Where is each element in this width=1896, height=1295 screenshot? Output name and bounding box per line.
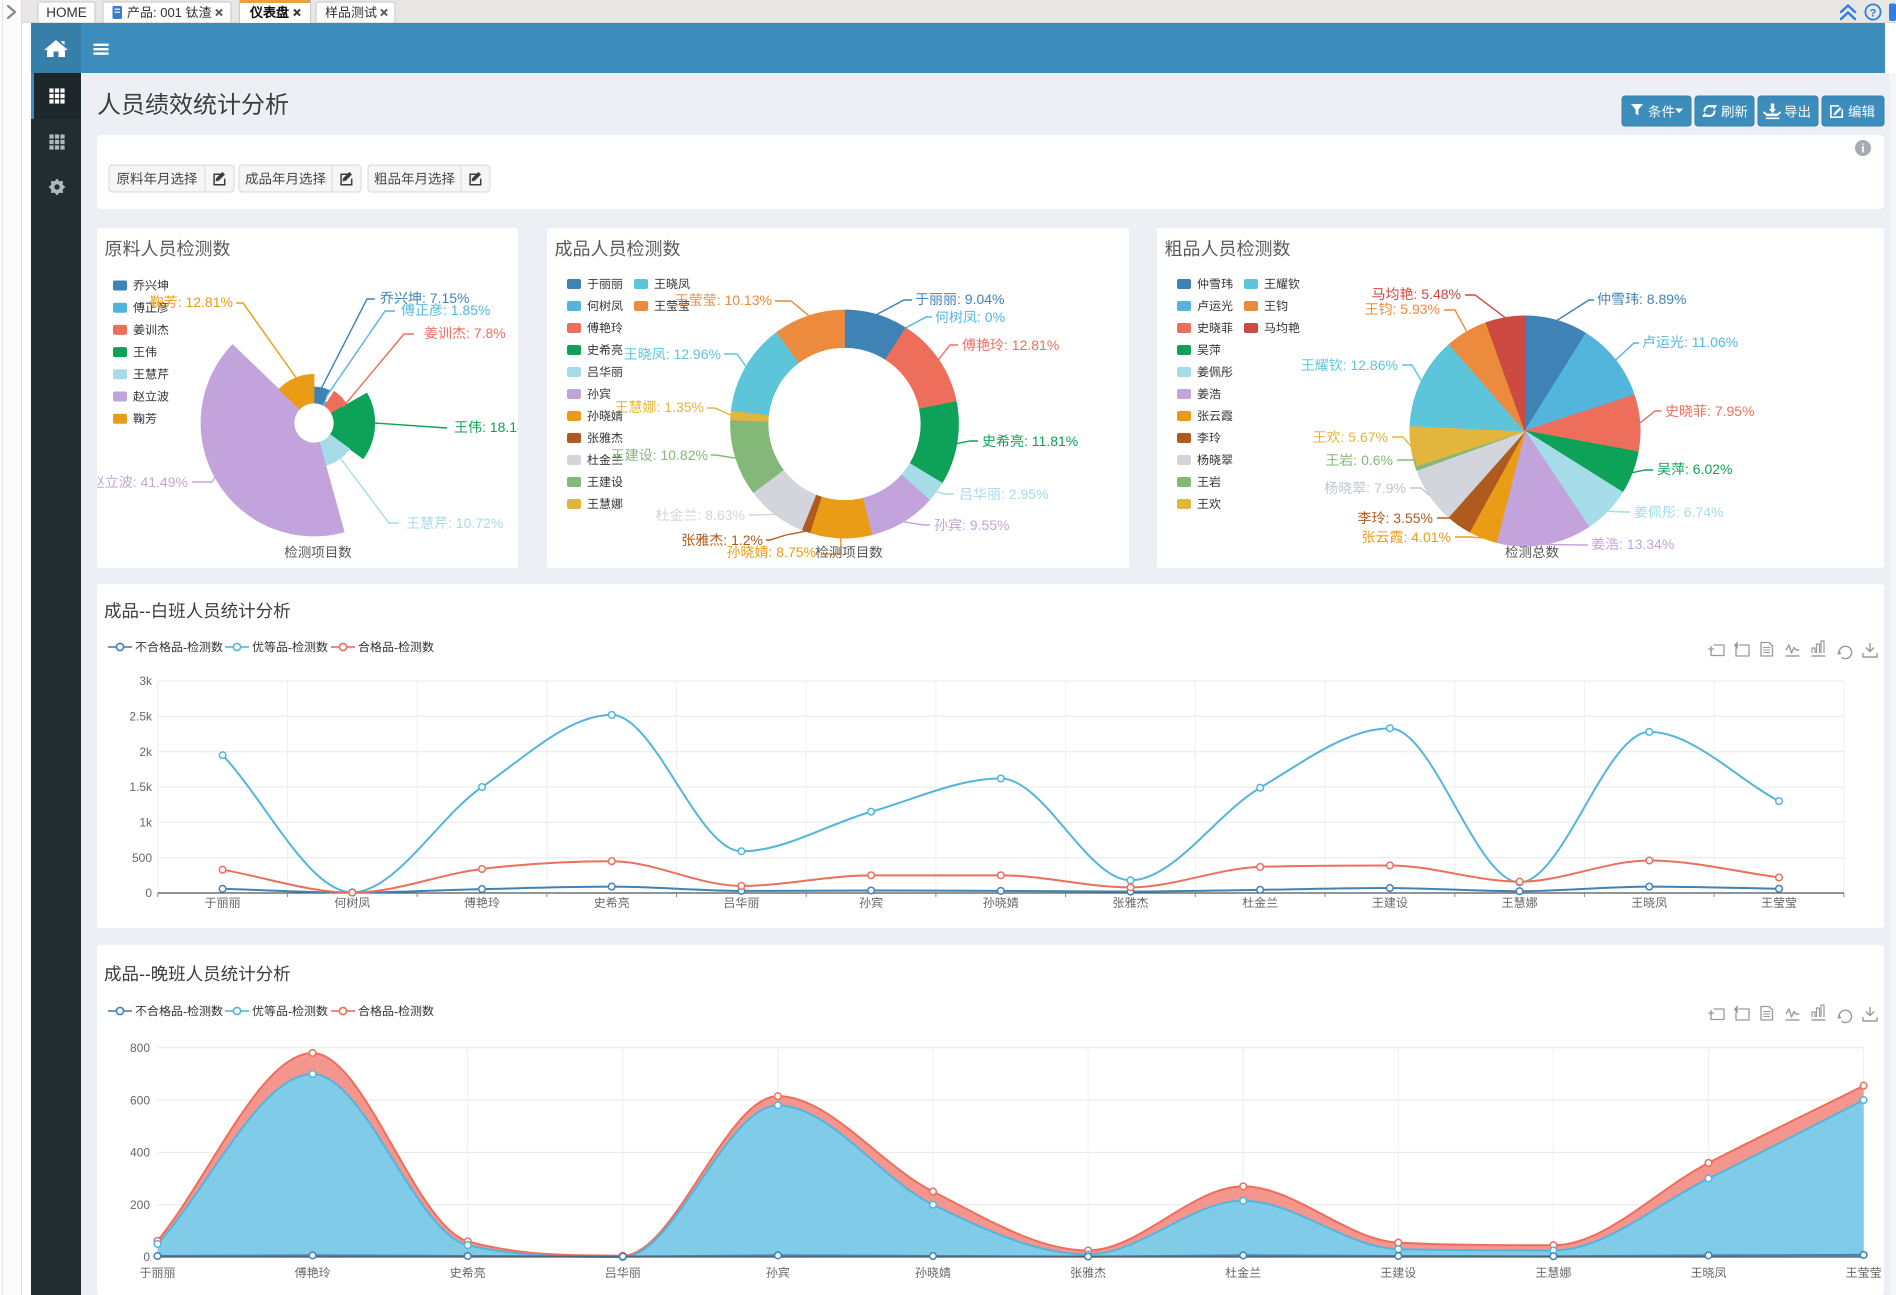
svg-text:800: 800 [130,1041,150,1055]
svg-text:-: - [394,1004,398,1018]
svg-text:: 41.49%: : 41.49% [133,474,188,490]
svg-text:: 3.55%: : 3.55% [1386,510,1433,526]
svg-text:: 001: : 001 [153,5,182,20]
svg-text:: 1.35%: : 1.35% [657,399,704,415]
svg-text:: 0.6%: : 0.6% [1353,452,1393,468]
svg-text:: 8.63%: : 8.63% [698,507,745,523]
svg-text:500: 500 [132,851,152,865]
svg-text:: 7.15%: : 7.15% [422,290,469,306]
svg-text:: 9.04%: : 9.04% [957,291,1004,307]
svg-text:200: 200 [130,1198,150,1212]
svg-text:: 7.9%: : 7.9% [1366,480,1406,496]
svg-text:-: - [288,640,292,654]
svg-text:: 10.82%: : 10.82% [653,447,708,463]
svg-text:: 12.86%: : 12.86% [1343,357,1398,373]
svg-text:: 11.81%: : 11.81% [1024,433,1078,449]
svg-text:-: - [183,1004,187,1018]
svg-text:-: - [183,640,187,654]
svg-text:--: -- [139,601,151,621]
svg-text:i: i [1861,143,1864,155]
svg-text:: 1.85%: : 1.85% [443,302,490,318]
svg-text:: 8.89%: : 8.89% [1639,291,1686,307]
svg-text:: 11.06%: : 11.06% [1684,334,1738,350]
svg-text:-: - [288,1004,292,1018]
svg-text:HOME: HOME [46,5,87,20]
svg-text:2k: 2k [139,745,153,759]
svg-text:: 5.67%: : 5.67% [1341,429,1388,445]
svg-text:: 18.18%: : 18.18% [482,419,537,435]
svg-text:: 13.34%: : 13.34% [1619,536,1674,552]
svg-text:: 6.02%: : 6.02% [1685,461,1732,477]
svg-text:2.5k: 2.5k [129,710,153,724]
svg-text:0: 0 [143,1250,150,1264]
svg-text:0: 0 [145,886,152,900]
svg-text:600: 600 [130,1093,150,1107]
svg-text:: 1.2%: : 1.2% [723,532,763,548]
svg-text:: 0%: : 0% [977,309,1005,325]
svg-text:--: -- [139,964,151,984]
svg-text:-: - [394,640,398,654]
svg-text:400: 400 [130,1146,150,1160]
svg-text:?: ? [1870,8,1877,20]
svg-text:: 6.74%: : 6.74% [1676,504,1723,520]
svg-text:: 10.13%: : 10.13% [717,292,772,308]
svg-text:: 5.93%: : 5.93% [1393,301,1440,317]
svg-text:: 12.96%: : 12.96% [666,346,721,362]
svg-text:: 9.55%: : 9.55% [962,517,1009,533]
svg-text:: 2.95%: : 2.95% [1001,486,1048,502]
svg-text:: 8.75%: : 8.75% [769,544,816,560]
svg-text:: 10.72%: : 10.72% [448,515,503,531]
svg-text:: 4.01%: : 4.01% [1404,529,1451,545]
svg-text:1.5k: 1.5k [129,780,153,794]
svg-text:: 7.95%: : 7.95% [1707,403,1754,419]
svg-text:: 12.81%: : 12.81% [178,294,233,310]
svg-text:: 7.8%: : 7.8% [466,325,506,341]
svg-text:3k: 3k [139,674,153,688]
svg-text:: 5.48%: : 5.48% [1414,286,1461,302]
svg-text:: 12.81%: : 12.81% [1004,337,1059,353]
svg-text:1k: 1k [139,816,153,830]
